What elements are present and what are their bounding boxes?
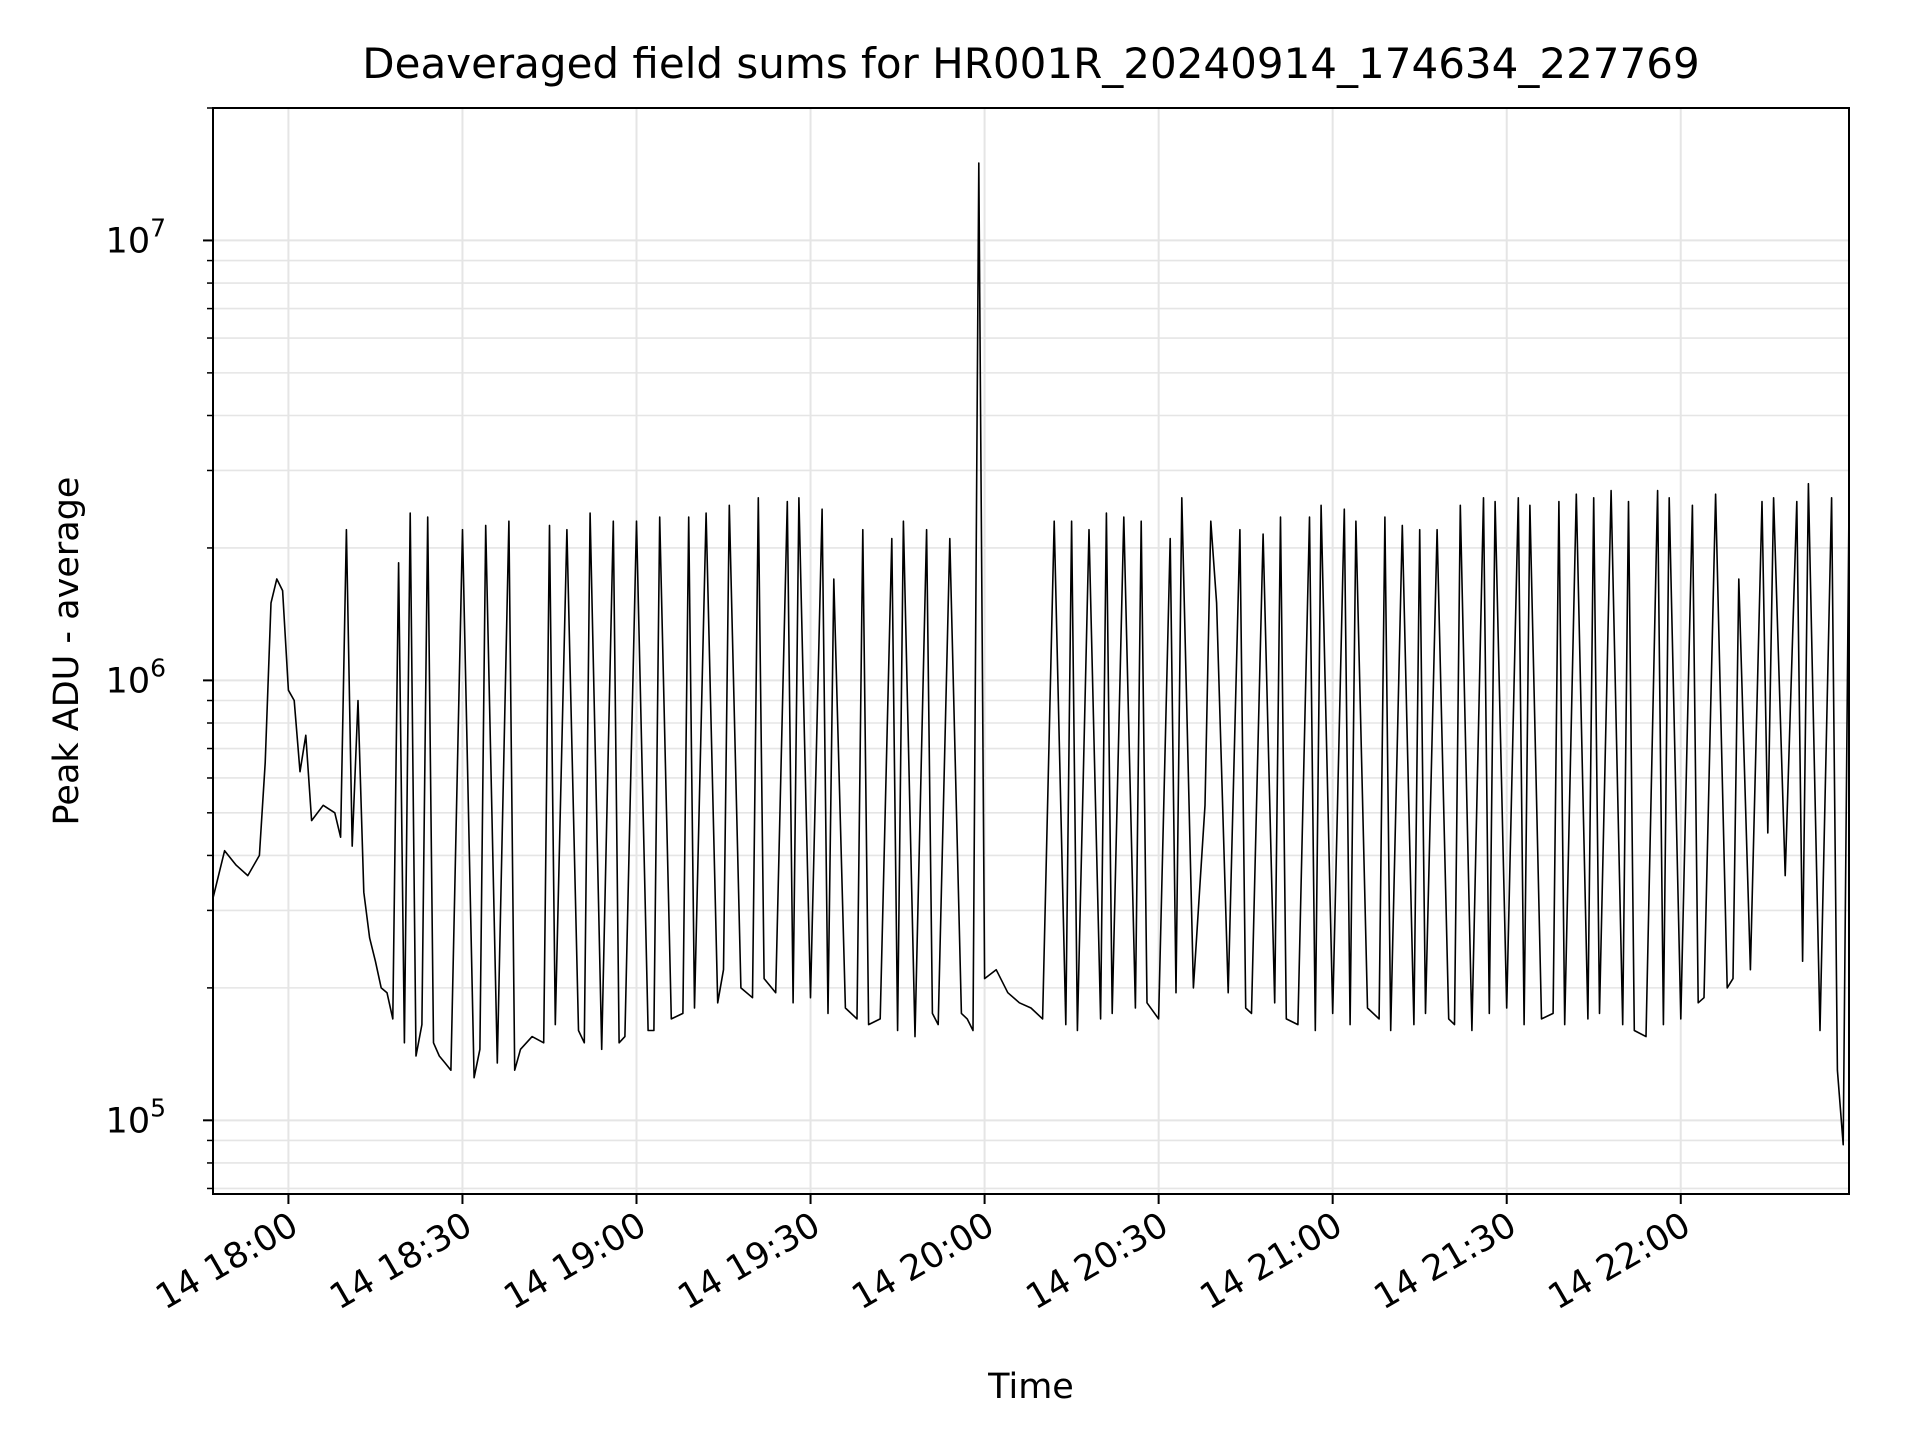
y-tick-label-base: 10 (106, 1101, 151, 1141)
y-tick-label: 107 (106, 213, 166, 261)
x-axis-label: Time (987, 1367, 1074, 1407)
y-tick-label-exponent: 5 (150, 1093, 166, 1122)
grid (213, 107, 1849, 1194)
y-axis-label: Peak ADU - average (47, 477, 87, 826)
series-layer (212, 162, 1850, 1146)
y-tick-label-base: 10 (106, 661, 151, 701)
y-tick-label: 105 (106, 1093, 166, 1141)
y-tick-label: 106 (106, 653, 166, 701)
series-line (212, 162, 1850, 1146)
chart-title: Deaveraged field sums for HR001R_2024091… (362, 39, 1699, 88)
y-tick-label-exponent: 6 (150, 653, 166, 682)
plot-frame (212, 107, 1850, 1195)
y-tick-label-base: 10 (106, 221, 151, 261)
y-tick-label-exponent: 7 (150, 213, 166, 242)
